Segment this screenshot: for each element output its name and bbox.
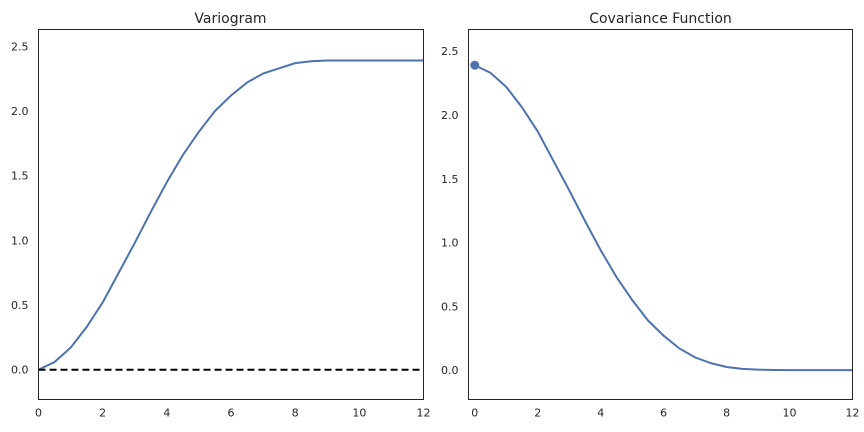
variogram-title: Variogram [194, 11, 266, 27]
variogram-x-tick-label: 6 [228, 407, 235, 420]
variogram-x-tick-label: 4 [163, 407, 170, 420]
covariance-series-line [474, 64, 853, 372]
covariance-title: Covariance Function [589, 11, 732, 27]
covariance-axes-frame [468, 29, 853, 400]
variogram-x-tick-label: 0 [35, 407, 42, 420]
covariance-y-tick-label: 0.0 [441, 364, 459, 377]
variogram-y-tick-label: 2.5 [11, 40, 29, 53]
variogram-x-tick-label: 10 [352, 407, 366, 420]
covariance-x-tick-label: 6 [660, 407, 667, 420]
covariance-y-tick-label: 1.5 [441, 173, 459, 186]
variogram-y-tick-label: 2.0 [11, 105, 29, 118]
variogram-y-tick-label: 1.0 [11, 234, 29, 247]
variogram-x-tick-label: 8 [292, 407, 299, 420]
variogram-y-tick-label: 0.0 [11, 364, 29, 377]
variogram-panel: Variogram 0 2 4 6 8 10 12 0.0 0.5 1.0 1.5 2.0 2.5 [11, 11, 431, 420]
covariance-x-tick-label: 12 [846, 407, 860, 420]
covariance-y-tick-label: 1.0 [441, 237, 459, 250]
variogram-x-tick-label: 12 [417, 407, 431, 420]
variogram-plot-area: 0 2 4 6 8 10 12 0.0 0.5 1.0 1.5 2.0 2.5 [11, 40, 431, 419]
covariance-x-tick-label: 4 [597, 407, 604, 420]
covariance-plot-area: 0 2 4 6 8 10 12 0.0 0.5 1.0 1.5 2.0 2.5 [441, 45, 860, 419]
variogram-x-tick-label: 2 [99, 407, 106, 420]
covariance-y-tick-label: 0.5 [441, 300, 459, 313]
covariance-x-tick-label: 10 [783, 407, 797, 420]
variogram-series-line [38, 59, 424, 371]
covariance-y-tick-label: 2.5 [441, 45, 459, 58]
variogram-axes-frame [38, 29, 424, 400]
covariance-x-tick-label: 8 [723, 407, 730, 420]
covariance-x-tick-label: 0 [471, 407, 478, 420]
variogram-y-tick-label: 1.5 [11, 170, 29, 183]
variogram-y-tick-label: 0.5 [11, 299, 29, 312]
covariance-panel: Covariance Function 0 2 4 6 8 10 12 0.0 0.5 1.0 1.… [441, 11, 860, 420]
covariance-y-tick-label: 2.0 [441, 109, 459, 122]
covariance-x-tick-label: 2 [534, 407, 541, 420]
covariance-point-marker [470, 60, 480, 70]
